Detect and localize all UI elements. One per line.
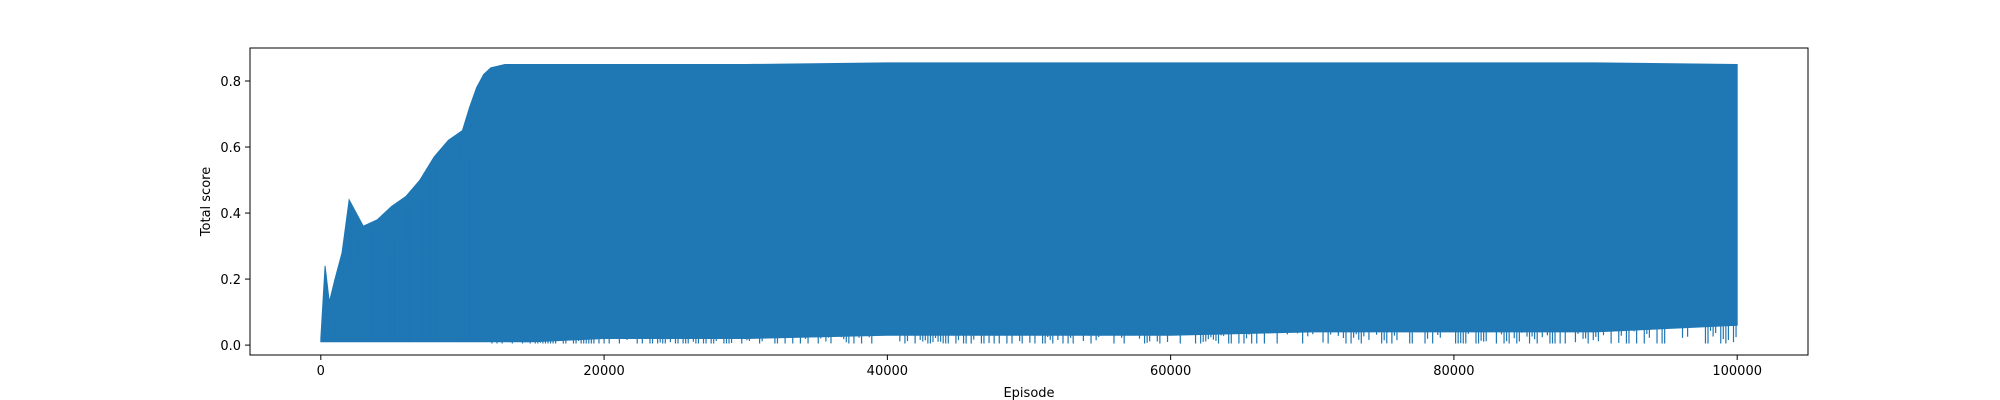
x-tick-label: 20000 <box>583 364 624 379</box>
x-tick-label: 100000 <box>1712 364 1762 379</box>
axes-frame <box>249 47 1809 356</box>
y-axis: 0.0 0.2 0.4 0.6 0.8 <box>220 75 250 354</box>
plot-area <box>320 62 1738 344</box>
series-line-0 <box>320 62 1738 343</box>
y-tick-label: 0.8 <box>220 75 241 90</box>
x-tick-label: 40000 <box>867 364 908 379</box>
y-tick-label: 0.6 <box>220 141 241 156</box>
y-tick-label: 0.2 <box>220 273 241 288</box>
series-spike-path-0 <box>323 119 1737 344</box>
x-tick-label: 0 <box>317 364 325 379</box>
x-axis-label: Episode <box>1003 386 1054 400</box>
series-spikes-0 <box>323 119 1737 344</box>
x-axis: 0 20000 40000 60000 80000 100000 <box>317 355 1762 379</box>
y-tick-label: 0.0 <box>220 339 241 354</box>
y-tick-label: 0.4 <box>220 207 241 222</box>
x-tick-label: 60000 <box>1150 364 1191 379</box>
x-tick-label: 80000 <box>1433 364 1474 379</box>
y-axis-label: Total score <box>199 167 214 237</box>
